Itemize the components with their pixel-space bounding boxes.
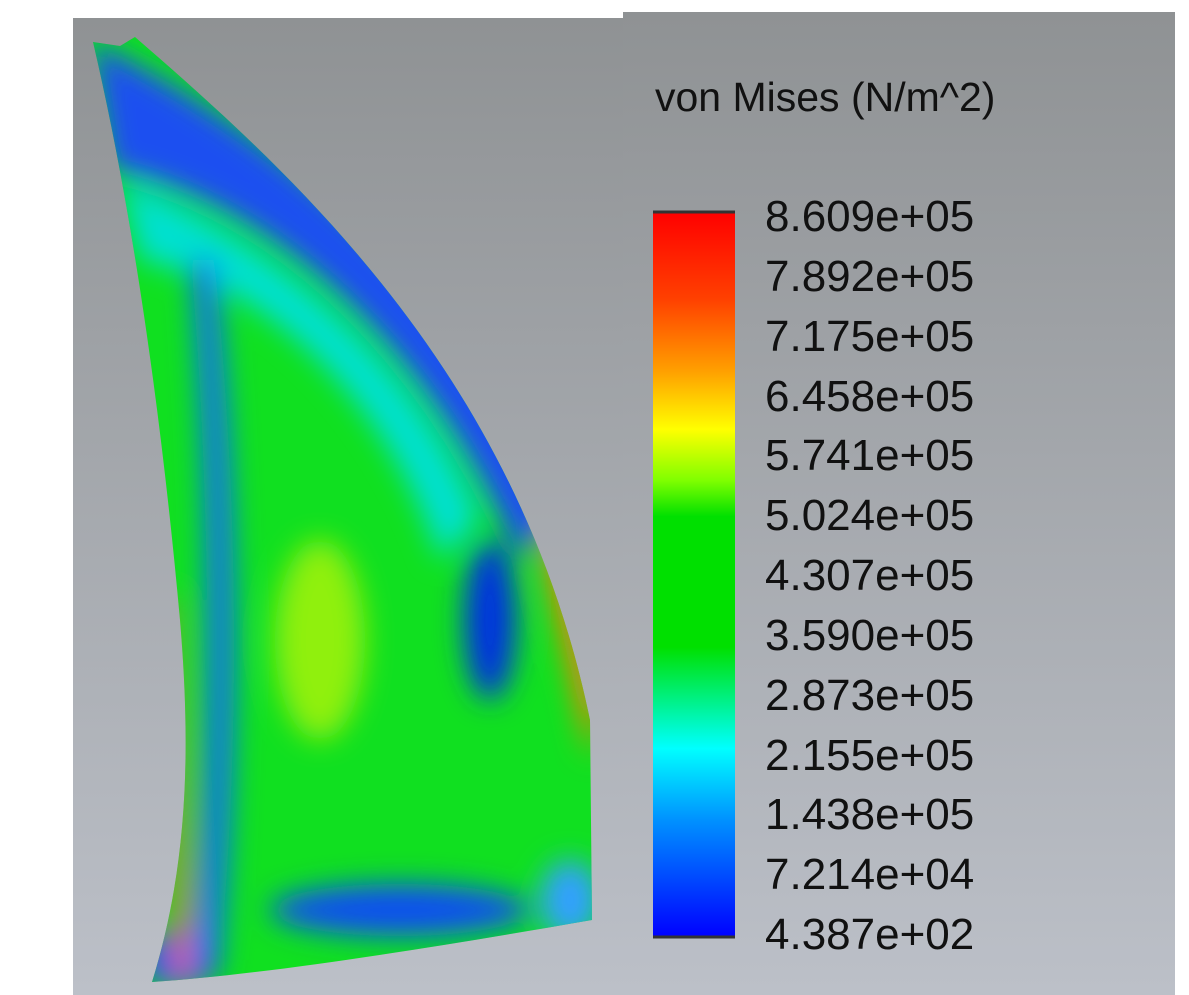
legend-label: 7.214e+04 bbox=[765, 853, 974, 897]
legend-label: 5.741e+05 bbox=[765, 434, 974, 478]
legend-label: 6.458e+05 bbox=[765, 375, 974, 419]
legend-label: 1.438e+05 bbox=[765, 793, 974, 837]
legend-label: 2.873e+05 bbox=[765, 674, 974, 718]
legend-label: 2.155e+05 bbox=[765, 734, 974, 778]
legend-title: von Mises (N/m^2) bbox=[655, 74, 995, 121]
viewport bbox=[0, 0, 1189, 995]
legend-label: 7.892e+05 bbox=[765, 255, 974, 299]
legend-label: 4.387e+02 bbox=[765, 913, 974, 957]
color-bar bbox=[653, 212, 735, 937]
legend-label: 8.609e+05 bbox=[765, 195, 974, 239]
legend-label: 5.024e+05 bbox=[765, 494, 974, 538]
legend-label: 4.307e+05 bbox=[765, 554, 974, 598]
legend-label: 3.590e+05 bbox=[765, 614, 974, 658]
legend-label: 7.175e+05 bbox=[765, 315, 974, 359]
screen: von Mises (N/m^2) 8.609e+05 7.892e+05 7.17… bbox=[0, 0, 1189, 995]
